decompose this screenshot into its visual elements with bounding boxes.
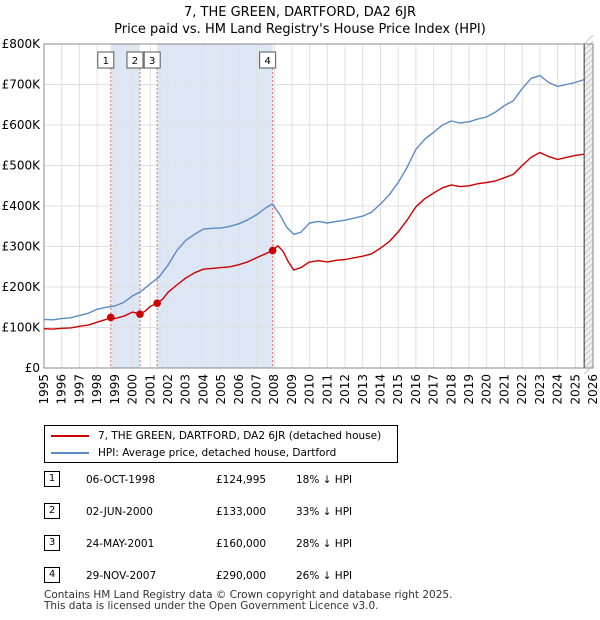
row-hpi-diff: 26% ↓ HPI <box>296 566 352 586</box>
legend-swatch-property <box>51 435 89 437</box>
row-price: £124,995 <box>216 470 266 490</box>
sale-label-4: 4 <box>264 56 270 67</box>
x-tick-label: 2006 <box>232 374 246 405</box>
sale-label-1: 1 <box>103 56 109 67</box>
x-tick-label: 2010 <box>303 374 317 405</box>
row-date: 29-NOV-2007 <box>86 566 156 586</box>
x-tick-label: 2003 <box>179 374 193 405</box>
x-tick-label: 2018 <box>444 374 458 405</box>
table-row: 3 24-MAY-2001 £160,000 28% ↓ HPI <box>44 534 444 554</box>
legend: 7, THE GREEN, DARTFORD, DA2 6JR (detache… <box>44 425 398 463</box>
x-tick-label: 2024 <box>551 374 565 405</box>
sale-point-3 <box>153 299 161 307</box>
y-tick-label: £700K <box>2 78 42 92</box>
x-tick-label: 2026 <box>586 374 600 405</box>
x-tick-label: 2012 <box>338 374 352 405</box>
y-tick-label: £0 <box>25 361 40 375</box>
x-tick-label: 2014 <box>373 374 387 405</box>
row-price: £160,000 <box>216 534 266 554</box>
row-price: £133,000 <box>216 502 266 522</box>
x-tick-label: 1998 <box>90 374 104 405</box>
row-number-badge: 1 <box>44 471 60 487</box>
footer-attribution: Contains HM Land Registry data © Crown c… <box>44 590 452 612</box>
row-date: 02-JUN-2000 <box>86 502 153 522</box>
x-tick-label: 2015 <box>391 374 405 405</box>
y-tick-label: £800K <box>2 37 42 51</box>
sale-point-4 <box>269 247 277 255</box>
y-tick-label: £300K <box>2 240 42 254</box>
legend-item-property: 7, THE GREEN, DARTFORD, DA2 6JR (detache… <box>51 428 381 444</box>
x-tick-label: 2002 <box>161 374 175 405</box>
row-date: 24-MAY-2001 <box>86 534 154 554</box>
row-price: £290,000 <box>216 566 266 586</box>
sale-point-1 <box>107 314 115 322</box>
footer-line-2: This data is licensed under the Open Gov… <box>44 601 452 612</box>
sale-label-3: 3 <box>149 56 155 67</box>
x-tick-label: 2001 <box>143 374 157 405</box>
chart-area: 1 2 3 4 £0 £100K £200K £300K £400K £500K £600K £700… <box>0 0 600 420</box>
row-number-badge: 4 <box>44 567 60 583</box>
table-row: 4 29-NOV-2007 £290,000 26% ↓ HPI <box>44 566 444 586</box>
y-tick-label: £600K <box>2 118 42 132</box>
x-tick-label: 1999 <box>108 374 122 405</box>
y-tick-label: £500K <box>2 159 42 173</box>
x-tick-label: 2021 <box>497 374 511 405</box>
row-number-badge: 2 <box>44 503 60 519</box>
x-tick-label: 2017 <box>427 374 441 405</box>
x-tick-label: 2011 <box>320 374 334 405</box>
legend-label-property: 7, THE GREEN, DARTFORD, DA2 6JR (detache… <box>98 430 381 442</box>
sale-point-2 <box>136 310 144 318</box>
x-tick-label: 2025 <box>568 374 582 405</box>
x-tick-label: 2016 <box>409 374 423 405</box>
y-tick-label: £400K <box>2 199 42 213</box>
legend-item-hpi: HPI: Average price, detached house, Dart… <box>51 445 336 461</box>
x-tick-label: 2020 <box>480 374 494 405</box>
x-tick-label: 2019 <box>462 374 476 405</box>
y-tick-label: £100K <box>2 321 42 335</box>
x-tick-label: 1995 <box>37 374 51 405</box>
row-number-badge: 3 <box>44 535 60 551</box>
x-tick-label: 1997 <box>72 374 86 405</box>
table-row: 2 02-JUN-2000 £133,000 33% ↓ HPI <box>44 502 444 522</box>
x-tick-label: 2005 <box>214 374 228 405</box>
x-tick-label: 1996 <box>55 374 69 405</box>
x-tick-label: 2007 <box>250 374 264 405</box>
x-tick-label: 2009 <box>285 374 299 405</box>
x-tick-label: 2000 <box>126 374 140 405</box>
x-tick-label: 2022 <box>515 374 529 405</box>
y-tick-label: £200K <box>2 280 42 294</box>
row-hpi-diff: 18% ↓ HPI <box>296 470 352 490</box>
row-hpi-diff: 28% ↓ HPI <box>296 534 352 554</box>
table-row: 1 06-OCT-1998 £124,995 18% ↓ HPI <box>44 470 444 490</box>
x-tick-label: 2004 <box>196 374 210 405</box>
row-hpi-diff: 33% ↓ HPI <box>296 502 352 522</box>
x-tick-label: 2023 <box>533 374 547 405</box>
x-tick-label: 2008 <box>267 374 281 405</box>
row-date: 06-OCT-1998 <box>86 470 155 490</box>
sale-label-2: 2 <box>132 56 138 67</box>
legend-swatch-hpi <box>51 452 89 454</box>
x-tick-label: 2013 <box>356 374 370 405</box>
legend-label-hpi: HPI: Average price, detached house, Dart… <box>98 447 336 459</box>
